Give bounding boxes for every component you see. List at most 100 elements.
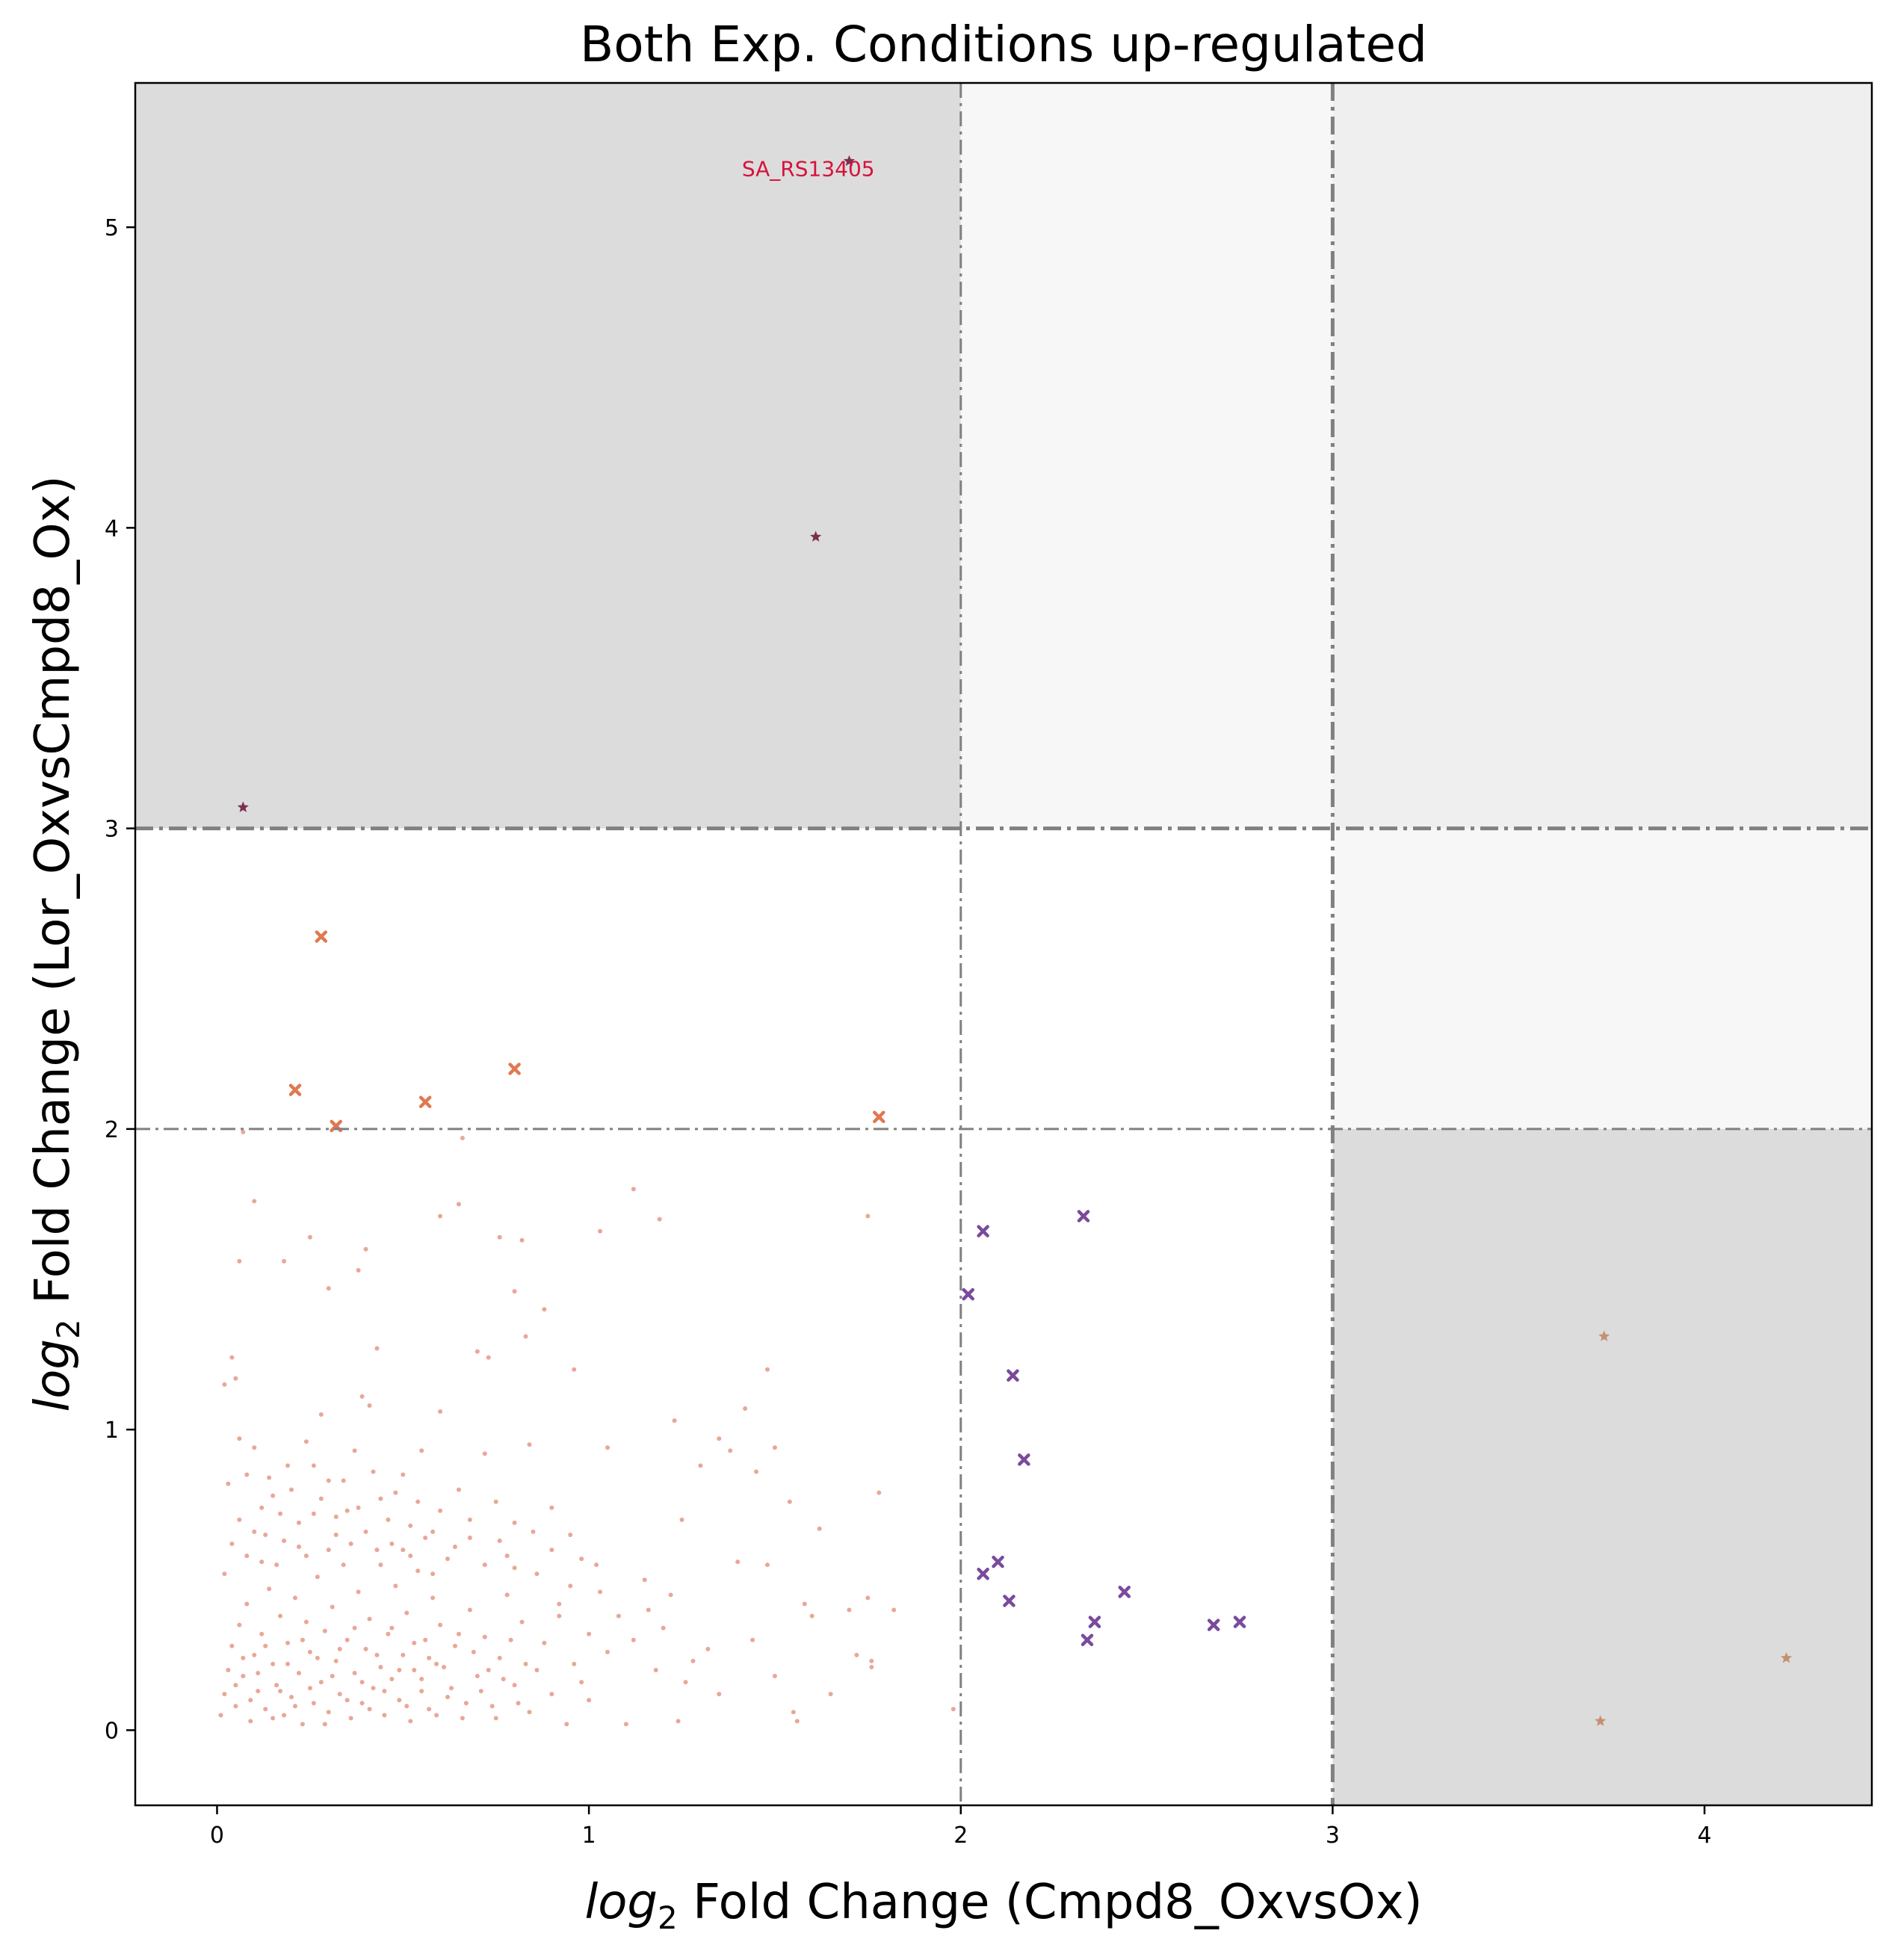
data-point-dot — [434, 1713, 439, 1718]
data-point-dot — [267, 1475, 272, 1480]
data-point-dot — [869, 1664, 874, 1669]
data-point-dot — [282, 1258, 287, 1264]
data-point-dot — [404, 1610, 409, 1616]
data-point-dot — [672, 1418, 677, 1423]
data-point-dot — [229, 1355, 235, 1360]
data-point-dot — [244, 1554, 250, 1559]
data-point-dot — [318, 1680, 324, 1685]
data-point-x — [873, 1110, 885, 1124]
data-point-dot — [445, 1556, 451, 1562]
data-point-x — [977, 1568, 989, 1580]
data-point-dot — [474, 1349, 480, 1354]
data-point-dot — [378, 1562, 383, 1568]
data-point-dot — [330, 1604, 335, 1610]
data-point-dot — [356, 1267, 361, 1273]
data-point-dot — [442, 1664, 447, 1669]
data-point-dot — [367, 1616, 372, 1622]
data-point-dot — [271, 1716, 276, 1721]
data-point-dot — [341, 1562, 346, 1568]
data-point-dot — [222, 1571, 227, 1577]
y-tick-label: 5 — [105, 215, 119, 241]
data-point-dot — [256, 1689, 261, 1694]
data-point-dot — [865, 1214, 871, 1219]
data-point-dot — [382, 1713, 387, 1718]
data-point-dot — [705, 1646, 711, 1651]
data-point-dot — [478, 1689, 483, 1694]
data-point-dot — [482, 1634, 487, 1639]
data-point-dot — [534, 1571, 540, 1577]
data-point-dot — [389, 1625, 395, 1630]
data-point-dot — [337, 1646, 342, 1651]
data-point-dot — [267, 1586, 272, 1592]
data-point-dot — [222, 1382, 227, 1387]
y-tick-label: 4 — [105, 516, 119, 542]
data-point-dot — [467, 1535, 472, 1540]
data-point-dot — [333, 1658, 338, 1663]
data-point-x — [1207, 1619, 1220, 1631]
data-point-dot — [764, 1367, 770, 1372]
data-point-dot — [311, 1701, 316, 1706]
data-point-dot — [311, 1511, 316, 1516]
data-point-dot — [452, 1643, 457, 1648]
x-tick-label: 0 — [210, 1823, 224, 1849]
data-point-x — [1088, 1616, 1101, 1628]
data-point-dot — [419, 1677, 424, 1682]
y-axis-label-text: Fold Change (Lor_OxvsCmpd8_Ox) — [25, 475, 81, 1319]
data-point-dot — [497, 1234, 502, 1240]
data-point-dot — [378, 1664, 383, 1669]
data-point-dot — [598, 1228, 603, 1234]
data-point-dot — [456, 1202, 461, 1207]
data-point-x — [1077, 1210, 1090, 1222]
data-point-dot — [579, 1556, 584, 1562]
data-point-dot — [427, 1655, 432, 1660]
data-point-dot — [493, 1716, 498, 1721]
data-point-dot — [549, 1505, 554, 1510]
x-axis-label-text: Fold Change (Cmpd8_OxvsOx) — [678, 1875, 1423, 1930]
data-point-dot — [847, 1607, 852, 1613]
data-point-dot — [282, 1539, 287, 1544]
data-point-dot — [344, 1637, 350, 1642]
data-point-dot — [809, 1613, 814, 1619]
data-point-star — [810, 531, 822, 542]
data-point-dot — [493, 1499, 498, 1504]
shaded-region — [960, 83, 1333, 829]
data-point-dot — [631, 1187, 636, 1192]
data-point-star — [1780, 1651, 1793, 1663]
data-point-dot — [318, 1412, 324, 1418]
data-point-dot — [233, 1376, 238, 1381]
data-point-dot — [397, 1698, 402, 1703]
data-point-dot — [527, 1442, 532, 1447]
data-point-x — [977, 1225, 989, 1237]
data-point-dot — [690, 1658, 696, 1663]
data-point-dot — [289, 1695, 294, 1700]
x-axis-label-sub: 2 — [658, 1899, 678, 1936]
data-point-dot — [322, 1628, 327, 1633]
data-point-dot — [348, 1542, 353, 1547]
data-point-dot — [401, 1472, 406, 1477]
y-axis-ticks: 0 1 2 3 4 5 — [105, 215, 135, 1744]
data-point-dot — [568, 1583, 573, 1589]
data-point-dot — [482, 1562, 487, 1568]
data-point-dot — [359, 1680, 365, 1685]
data-point-dot — [408, 1523, 413, 1528]
data-point-dot — [252, 1445, 257, 1450]
data-point-dot — [474, 1674, 480, 1679]
data-point-x — [1081, 1633, 1094, 1646]
data-point-dot — [311, 1463, 316, 1468]
x-axis-label-log: log — [584, 1875, 658, 1930]
data-point-dot — [371, 1686, 376, 1691]
data-point-dot — [423, 1637, 428, 1642]
annotation-label: SA_RS13405 — [742, 157, 875, 182]
y-tick-label: 3 — [105, 817, 119, 843]
data-point-dot — [303, 1619, 309, 1624]
data-point-dot — [326, 1710, 331, 1715]
data-point-dot — [271, 1661, 276, 1666]
data-point-dot — [378, 1496, 383, 1501]
data-point-dot — [352, 1625, 357, 1630]
data-point-dot — [594, 1562, 599, 1568]
data-point-dot — [683, 1680, 688, 1685]
data-point-dot — [386, 1517, 391, 1522]
data-point-dot — [315, 1655, 320, 1660]
data-point-dot — [456, 1631, 461, 1636]
